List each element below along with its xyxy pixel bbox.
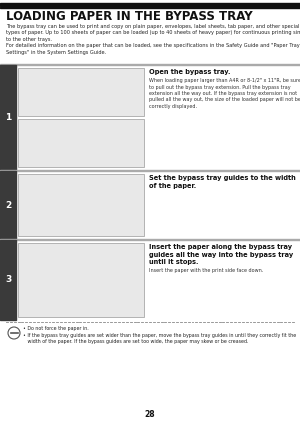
Bar [0, 171, 16, 239]
Bar [0, 170, 300, 171]
Bar [0, 239, 300, 240]
Bar [0, 240, 16, 320]
Bar [0, 65, 16, 170]
Bar [18, 68, 144, 116]
Text: Set the bypass tray guides to the width
of the paper.: Set the bypass tray guides to the width … [149, 175, 296, 189]
Text: • Do not force the paper in.
• If the bypass tray guides are set wider than the : • Do not force the paper in. • If the by… [23, 326, 296, 344]
Text: The bypass tray can be used to print and copy on plain paper, envelopes, label s: The bypass tray can be used to print and… [6, 24, 300, 54]
Text: 2: 2 [5, 201, 11, 210]
Text: Insert the paper along the bypass tray
guides all the way into the bypass tray
u: Insert the paper along the bypass tray g… [149, 244, 293, 265]
Bar [0, 3, 300, 6]
Circle shape [8, 327, 20, 339]
Bar [0, 6, 300, 8]
Text: When loading paper larger than A4R or 8-1/2" x 11"R, be sure
to pull out the byp: When loading paper larger than A4R or 8-… [149, 78, 300, 109]
Bar [0, 64, 300, 65]
Text: Open the bypass tray.: Open the bypass tray. [149, 69, 230, 75]
Text: 28: 28 [145, 410, 155, 419]
Text: 1: 1 [5, 113, 11, 122]
Text: LOADING PAPER IN THE BYPASS TRAY: LOADING PAPER IN THE BYPASS TRAY [6, 10, 253, 23]
Text: Insert the paper with the print side face down.: Insert the paper with the print side fac… [149, 268, 263, 272]
Bar [18, 174, 144, 236]
Text: 3: 3 [5, 275, 11, 284]
Bar [18, 119, 144, 167]
Bar [18, 243, 144, 317]
